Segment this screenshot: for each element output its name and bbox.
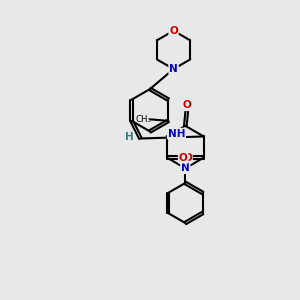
Text: CH₃: CH₃ (135, 115, 151, 124)
Text: O: O (169, 26, 178, 36)
Text: N: N (181, 163, 190, 173)
Text: O: O (182, 100, 191, 110)
Text: O: O (179, 153, 188, 163)
Text: N: N (169, 64, 178, 74)
Text: NH: NH (168, 128, 185, 139)
Text: O: O (183, 153, 192, 163)
Text: H: H (125, 132, 134, 142)
